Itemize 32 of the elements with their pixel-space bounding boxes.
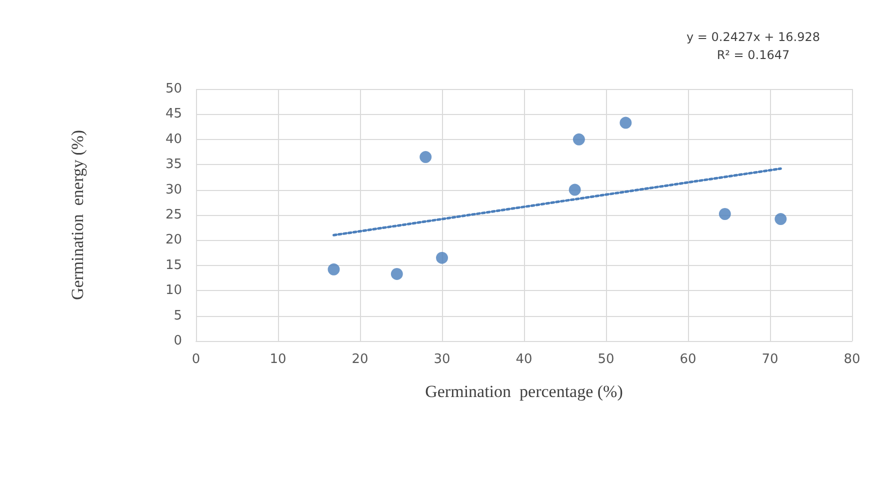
- x-axis-title: Germination percentage (%): [425, 382, 623, 401]
- point: [420, 151, 432, 164]
- point: [718, 208, 731, 220]
- y-tick-label: 50: [165, 82, 182, 96]
- point: [568, 184, 581, 196]
- x-tick-label: 50: [598, 352, 614, 367]
- y-tick-label: 25: [165, 208, 182, 222]
- x-tick-label: 0: [192, 352, 200, 367]
- text: y = 0.2427x + 16.928 R² = 0.1647: [686, 30, 820, 62]
- x-tick-label: 30: [434, 352, 450, 367]
- y-tick-label: 30: [165, 182, 182, 198]
- point: [436, 252, 448, 264]
- y-tick-label: 5: [174, 308, 182, 324]
- point: [572, 133, 585, 146]
- y-tick-label: 20: [165, 232, 182, 248]
- x-tick-label: 20: [352, 352, 368, 367]
- point: [774, 213, 787, 226]
- point: [328, 263, 340, 276]
- x-tick-label: 40: [516, 352, 532, 367]
- x-tick-label: 80: [844, 352, 860, 367]
- y-tick-label: 10: [165, 283, 182, 298]
- x-tick-label: 60: [680, 352, 696, 367]
- x-tick-label: 70: [762, 352, 778, 367]
- y-tick-label: 0: [174, 334, 182, 348]
- point: [620, 116, 632, 129]
- y-tick-label: 45: [165, 106, 182, 122]
- y-tick-label: 15: [165, 258, 182, 273]
- y-axis-title: Germination energy (%): [68, 130, 87, 300]
- x-tick-label: 10: [270, 352, 286, 367]
- y-tick-label: 40: [165, 132, 182, 147]
- y-tick-label: 35: [165, 157, 182, 172]
- point: [390, 268, 403, 280]
